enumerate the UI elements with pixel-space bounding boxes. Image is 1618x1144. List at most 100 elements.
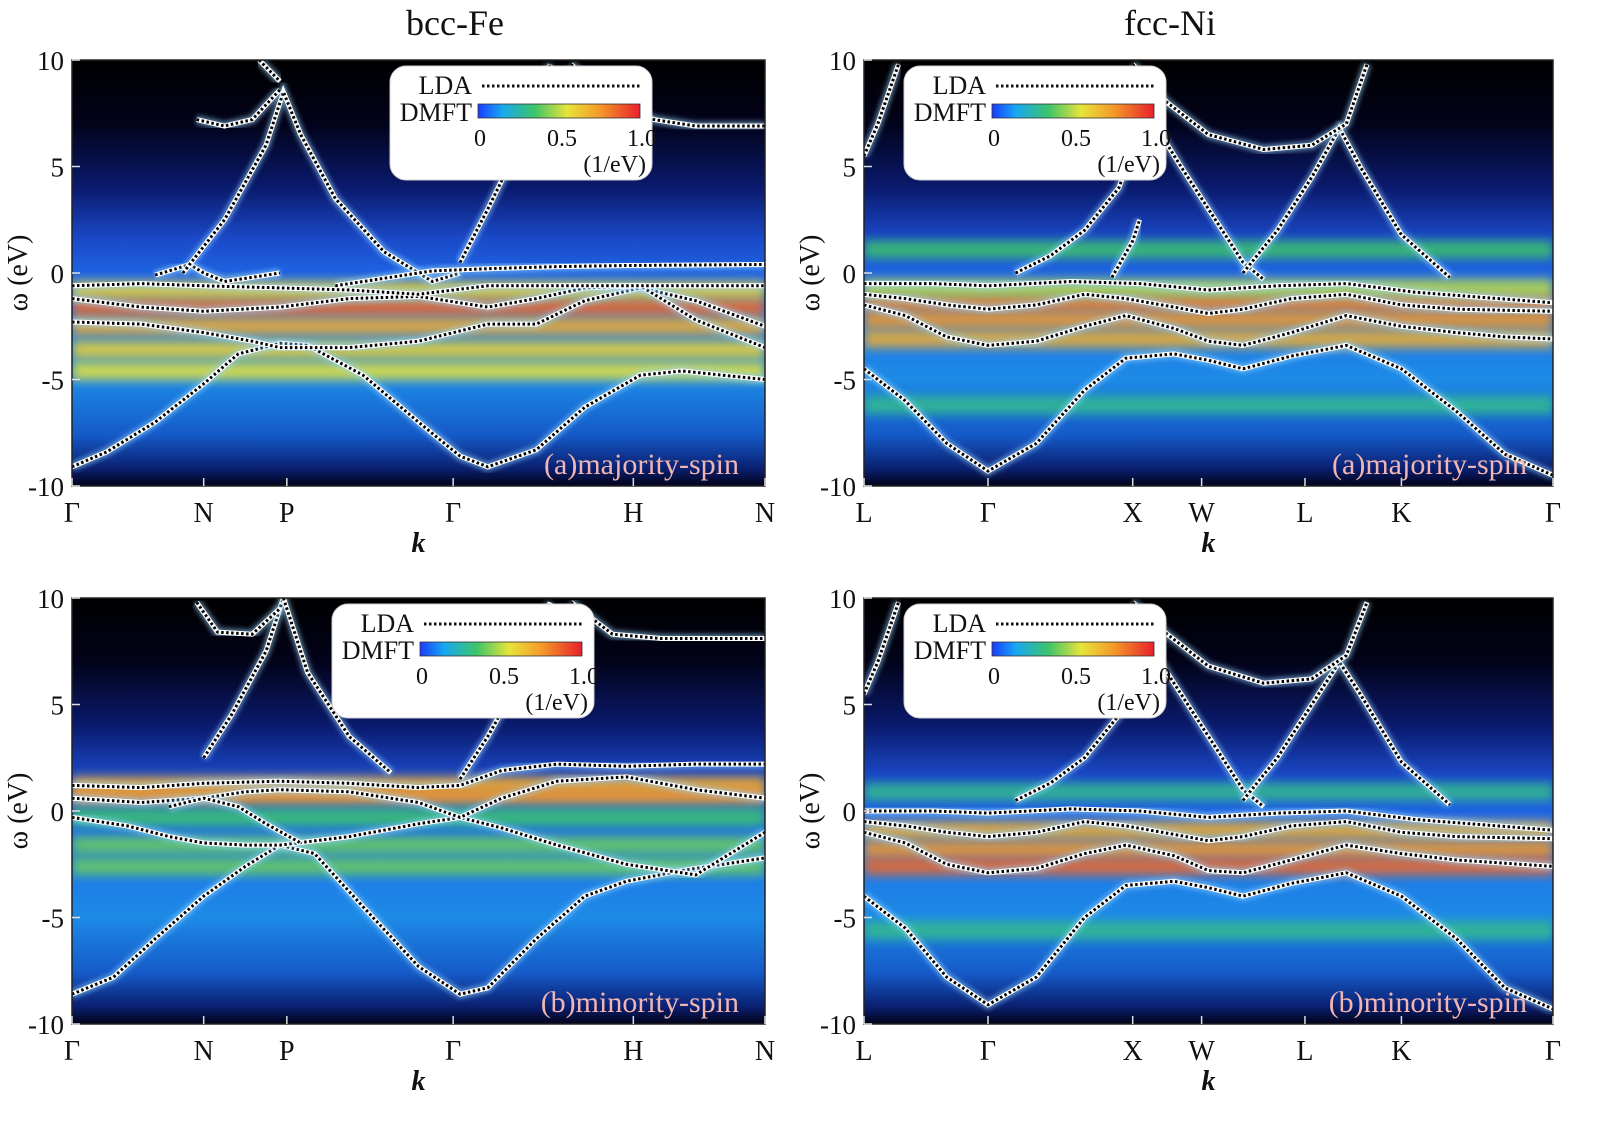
lda-band-1 [72, 815, 765, 877]
k-point-label: P [279, 1036, 295, 1067]
k-point-label: W [1188, 498, 1215, 529]
panel-label: (a)majority-spin [1332, 448, 1527, 481]
k-point-label: W [1188, 1036, 1215, 1067]
colorbar-tick: 0 [474, 126, 486, 152]
legend-lda-label: LDA [933, 71, 987, 100]
y-axis-label: ω (eV) [795, 235, 826, 312]
colorbar-tick: 0 [416, 664, 428, 690]
k-point-label: H [623, 498, 643, 529]
y-tick-label: 0 [51, 797, 65, 827]
y-tick-label: 0 [843, 797, 857, 827]
y-tick-label: 5 [51, 153, 65, 183]
intensity-row-1 [72, 317, 765, 336]
x-axis-label: k [1202, 1066, 1216, 1097]
y-tick-label: -5 [42, 366, 65, 396]
k-point-label: N [194, 498, 214, 529]
panel-ni-minority: 10 5 0 -5 -10 ω (eV) L Γ X W L K Γk (b)minority-spin L… [795, 584, 1561, 1097]
colorbar-tick: 0.5 [1061, 664, 1091, 690]
title-bcc-fe: bcc-Fe [406, 3, 504, 43]
y-tick-label: 5 [51, 691, 65, 721]
lda-band-7 [1131, 63, 1369, 152]
lda-band-3 [72, 282, 765, 296]
colorbar-tick: 0 [988, 664, 1000, 690]
colorbar-tick: 1.0 [1141, 664, 1171, 690]
panel-label: (b)minority-spin [541, 986, 739, 1019]
y-tick-label: -5 [834, 366, 857, 396]
legend-box [389, 65, 653, 181]
colorbar [477, 103, 641, 119]
y-tick-label: 10 [37, 584, 64, 614]
k-point-label: L [1296, 1036, 1313, 1067]
lda-band-6 [281, 598, 392, 774]
y-tick-label: -10 [820, 472, 856, 502]
colorbar [991, 641, 1155, 657]
y-tick-label: 0 [843, 259, 857, 289]
colorbar-tick: 0.5 [489, 664, 519, 690]
lda-band-5 [1110, 219, 1142, 279]
colorbar-units: (1/eV) [1097, 690, 1160, 716]
lda-band-1 [72, 286, 765, 350]
k-point-label: L [855, 498, 872, 529]
lda-band-2 [864, 820, 1553, 843]
panel-label: (a)majority-spin [544, 448, 739, 481]
legend-dmft-label: DMFT [914, 636, 986, 665]
lda-band-5 [181, 87, 461, 284]
panel-fe-minority: 10 5 0 -5 -10 ω (eV) Γ N P Γ H Nk (b)minority-spin LD… [3, 584, 775, 1097]
band-white-9 [194, 600, 282, 637]
y-tick-label: -10 [28, 1010, 64, 1040]
intensity-row-3 [864, 782, 1553, 801]
k-point-label: N [755, 1036, 775, 1067]
title-fcc-ni: fcc-Ni [1124, 3, 1216, 43]
lda-band-0 [72, 341, 765, 469]
lda-band-0 [864, 871, 1553, 1011]
band-white-10 [257, 60, 282, 84]
k-point-label: X [1123, 1036, 1143, 1067]
colorbar [419, 641, 583, 657]
panel-ni-majority: 10 5 0 -5 -10 ω (eV) L Γ X W L K Γk (a)majority-spin L… [795, 46, 1561, 559]
colorbar-tick: 1.0 [627, 126, 657, 152]
colorbar-units: (1/eV) [1097, 152, 1160, 178]
colorbar-tick: 0 [988, 126, 1000, 152]
intensity-row-4 [864, 921, 1553, 940]
y-axis-label: ω (eV) [3, 235, 34, 312]
intensity-row-5 [864, 396, 1553, 415]
y-axis-label: ω (eV) [3, 773, 34, 850]
legend-box [903, 603, 1167, 719]
k-point-label: L [855, 1036, 872, 1067]
lda-band-3 [72, 762, 765, 790]
lda-band-6 [1131, 601, 1369, 685]
intensity-row-4 [864, 240, 1553, 259]
lda-band-3 [864, 807, 1553, 832]
k-point-label: Γ [64, 1036, 80, 1067]
k-point-label: Γ [1545, 498, 1561, 529]
legend-dmft-label: DMFT [342, 636, 414, 665]
y-tick-label: 0 [51, 259, 65, 289]
k-point-label: N [194, 1036, 214, 1067]
colorbar-units: (1/eV) [525, 690, 588, 716]
y-tick-label: 10 [37, 46, 64, 76]
legend-box [903, 65, 1167, 181]
lda-band-8 [864, 63, 900, 157]
lda-band-3 [864, 279, 1553, 305]
y-tick-label: 5 [843, 153, 857, 183]
colorbar-tick: 1.0 [569, 664, 599, 690]
k-point-label: L [1296, 498, 1313, 529]
colorbar-tick: 1.0 [1141, 126, 1171, 152]
lda-band-9 [569, 63, 765, 128]
k-point-label: Γ [445, 1036, 461, 1067]
legend-lda-label: LDA [361, 609, 415, 638]
colorbar-tick: 0.5 [547, 126, 577, 152]
plot-area [864, 61, 1553, 480]
y-tick-label: -10 [28, 472, 64, 502]
k-point-label: Γ [64, 498, 80, 529]
x-axis-label: k [1202, 528, 1216, 559]
lda-band-1 [864, 830, 1553, 875]
k-point-label: Γ [980, 498, 996, 529]
k-point-label: Γ [980, 1036, 996, 1067]
panel-label: (b)minority-spin [1329, 986, 1527, 1019]
lda-band-5 [202, 598, 285, 759]
k-point-label: K [1391, 498, 1411, 529]
